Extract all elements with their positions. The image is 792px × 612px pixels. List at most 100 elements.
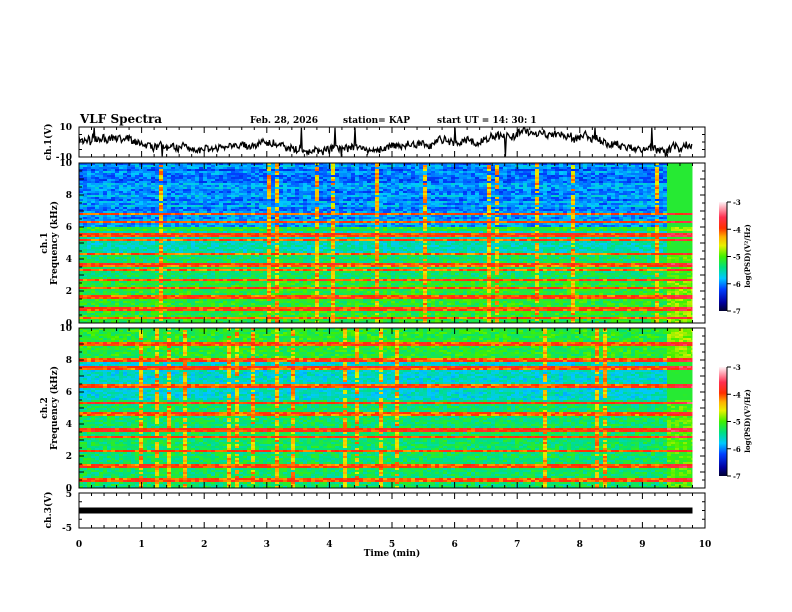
spectrogram-cell bbox=[659, 171, 663, 173]
spectrogram-cell bbox=[415, 181, 419, 183]
spectrogram-cell bbox=[151, 185, 155, 187]
spectrogram-cell bbox=[167, 181, 171, 183]
spectrogram-cell bbox=[691, 173, 692, 175]
spectrogram-cell bbox=[455, 173, 459, 175]
spectrogram-cell bbox=[323, 169, 327, 171]
ch1-spectrogram-panel: 0246810 ch.1 Frequency (kHz) -3-4-5-6-7 … bbox=[40, 159, 752, 329]
spectrogram-cell bbox=[135, 183, 139, 185]
spectrogram-cell bbox=[299, 185, 303, 187]
spectrogram-cell bbox=[475, 181, 479, 183]
spectrogram-cell bbox=[183, 175, 187, 177]
spectrogram-cell bbox=[531, 165, 535, 167]
spectrogram-cell bbox=[263, 173, 267, 175]
spectrogram-cell bbox=[163, 185, 167, 187]
spectrogram-cell bbox=[187, 173, 191, 175]
spectrogram-cell bbox=[351, 169, 355, 171]
spectrogram-cell bbox=[523, 181, 527, 183]
spectrogram-cell bbox=[563, 165, 567, 167]
spectrogram-cell bbox=[199, 165, 203, 167]
spectrogram-cell bbox=[595, 181, 599, 183]
spectrogram-cell bbox=[135, 185, 139, 187]
spectrogram-cell bbox=[543, 183, 547, 185]
spectrogram-cell bbox=[531, 179, 535, 181]
spectrogram-cell bbox=[415, 169, 419, 171]
spectrogram-cell bbox=[135, 173, 139, 175]
spectrogram-cell bbox=[291, 179, 295, 181]
spectrogram-cell bbox=[287, 179, 291, 181]
spectrogram-cell bbox=[335, 183, 339, 185]
spectrogram-cell bbox=[243, 181, 247, 183]
spectrogram-cell bbox=[331, 179, 335, 181]
spectrogram-cell bbox=[627, 179, 631, 181]
spectrogram-cell bbox=[239, 165, 243, 167]
spectrogram-cell bbox=[331, 165, 335, 167]
spectrogram-cell bbox=[179, 175, 183, 177]
spectrogram-cell bbox=[203, 177, 207, 179]
spectrogram-cell bbox=[391, 175, 395, 177]
spectrogram-cell bbox=[259, 179, 263, 181]
spectrogram-cell bbox=[175, 185, 179, 187]
spectrogram-cell bbox=[607, 169, 611, 171]
spectrogram-cell bbox=[619, 183, 623, 185]
spectrogram-cell bbox=[219, 169, 223, 171]
spectrogram-cell bbox=[539, 183, 543, 185]
spectrogram-cell bbox=[655, 169, 659, 171]
spectrogram-cell bbox=[447, 181, 451, 183]
spectrogram-cell bbox=[259, 183, 263, 185]
spectrogram-cell bbox=[671, 175, 675, 177]
spectrogram-cell bbox=[311, 167, 315, 169]
spectrogram-cell bbox=[311, 177, 315, 179]
spectrogram-cell bbox=[543, 167, 547, 169]
spectrogram-cell bbox=[659, 183, 663, 185]
spectrogram-cell bbox=[123, 185, 127, 187]
spectrogram-cell bbox=[207, 181, 211, 183]
spectrogram-cell bbox=[407, 173, 411, 175]
spectrogram-cell bbox=[95, 179, 99, 181]
spectrogram-cell bbox=[615, 181, 619, 183]
spectrogram-cell bbox=[95, 177, 99, 179]
spectrogram-cell bbox=[567, 181, 571, 183]
spectrogram-cell bbox=[507, 181, 511, 183]
spectrogram-cell bbox=[155, 169, 159, 171]
spectrogram-cell bbox=[203, 175, 207, 177]
spectrogram-cell bbox=[547, 173, 551, 175]
spectrogram-cell bbox=[215, 181, 219, 183]
spectrogram-cell bbox=[119, 177, 123, 179]
spectrogram-cell bbox=[299, 173, 303, 175]
spectrogram-cell bbox=[603, 181, 607, 183]
spectrogram-cell bbox=[419, 173, 423, 175]
spectrogram-cell bbox=[191, 173, 195, 175]
spectrogram-cell bbox=[647, 183, 651, 185]
spectrogram-cell bbox=[491, 173, 495, 175]
spectrogram-cell bbox=[239, 183, 243, 185]
spectrogram-cell bbox=[451, 181, 455, 183]
spectrogram-cell bbox=[375, 179, 379, 181]
spectrogram-cell bbox=[479, 179, 483, 181]
spectrogram-cell bbox=[151, 175, 155, 177]
spectrogram-cell bbox=[219, 173, 223, 175]
spectrogram-cell bbox=[423, 165, 427, 167]
spectrogram-cell bbox=[403, 171, 407, 173]
spectrogram-cell bbox=[611, 181, 615, 183]
spectrogram-cell bbox=[451, 183, 455, 185]
spectrogram-cell bbox=[115, 185, 119, 187]
spectrogram-cell bbox=[371, 181, 375, 183]
spectrogram-cell bbox=[79, 173, 83, 175]
spectrogram-cell bbox=[347, 171, 351, 173]
spectrogram-cell bbox=[543, 179, 547, 181]
spectrogram-cell bbox=[451, 175, 455, 177]
spectrogram-cell bbox=[103, 175, 107, 177]
spectrogram-cell bbox=[299, 179, 303, 181]
spectrogram-cell bbox=[143, 179, 147, 181]
spectrogram-cell bbox=[603, 169, 607, 171]
spectrogram-cell bbox=[527, 171, 531, 173]
spectrogram-cell bbox=[279, 185, 283, 187]
spectrogram-cell bbox=[255, 167, 259, 169]
spectrogram-cell bbox=[431, 165, 435, 167]
spectrogram-cell bbox=[551, 183, 555, 185]
spectrogram-cell bbox=[291, 183, 295, 185]
spectrogram-cell bbox=[219, 175, 223, 177]
spectrogram-cell bbox=[347, 173, 351, 175]
spectrogram-cell bbox=[183, 177, 187, 179]
spectrogram-cell bbox=[159, 185, 163, 187]
